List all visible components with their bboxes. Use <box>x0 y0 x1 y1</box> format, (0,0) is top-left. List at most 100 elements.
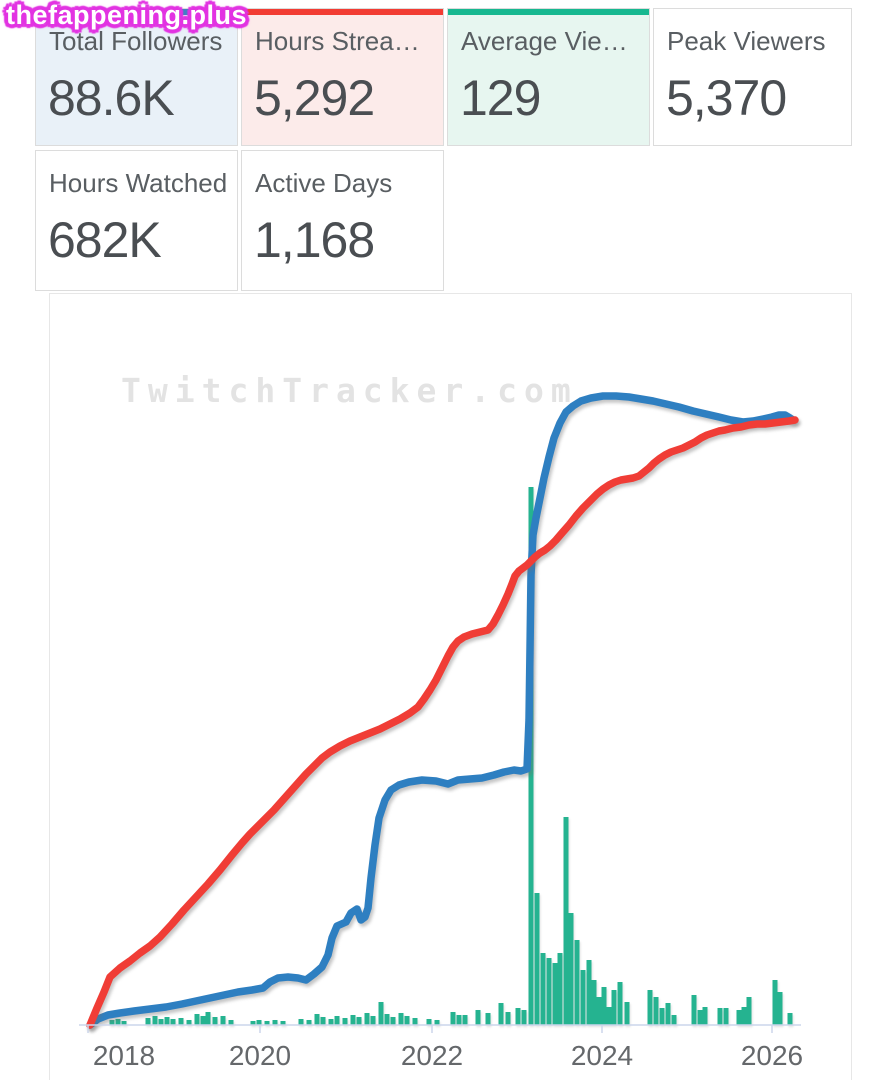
bar <box>378 1002 384 1025</box>
stat-card-hours-streamed[interactable]: Hours Stream… 5,292 <box>241 8 444 146</box>
bar <box>563 817 569 1025</box>
x-axis-label: 2020 <box>229 1040 291 1071</box>
bar <box>384 1014 390 1025</box>
bar <box>702 1007 708 1025</box>
bar <box>306 1020 312 1025</box>
bar <box>591 980 597 1025</box>
bar <box>200 1016 206 1025</box>
bar <box>121 1021 127 1025</box>
stat-value: 1,168 <box>254 212 375 268</box>
stat-card-total-followers[interactable]: Total Followers 88.6K <box>35 8 238 146</box>
bar <box>115 1019 121 1025</box>
bar <box>580 970 586 1025</box>
bar <box>250 1021 256 1025</box>
bar <box>606 1007 612 1025</box>
bar <box>390 1017 396 1025</box>
bar <box>540 953 546 1025</box>
bar <box>611 990 617 1025</box>
bar <box>314 1014 320 1025</box>
bar <box>164 1017 170 1025</box>
bar <box>746 997 752 1025</box>
bar <box>298 1019 304 1025</box>
card-accent-strip <box>448 9 649 15</box>
stat-card-active-days[interactable]: Active Days 1,168 <box>241 150 444 291</box>
bar <box>158 1019 164 1025</box>
card-accent-strip <box>36 9 237 15</box>
bar <box>320 1017 326 1025</box>
blue-line <box>86 392 797 1029</box>
bar <box>350 1015 356 1025</box>
x-axis-label: 2024 <box>571 1040 633 1071</box>
stat-value: 682K <box>48 212 162 268</box>
stat-value: 5,292 <box>254 70 375 126</box>
bar <box>653 997 659 1025</box>
bar <box>521 1010 527 1025</box>
stat-card-peak-viewers[interactable]: Peak Viewers 5,370 <box>653 8 852 146</box>
bar <box>256 1020 262 1025</box>
bar <box>342 1018 348 1025</box>
bar <box>434 1020 440 1025</box>
green-bars <box>109 487 793 1025</box>
x-axis-label: 2018 <box>93 1040 155 1071</box>
bar <box>364 1013 370 1025</box>
bar <box>574 940 580 1025</box>
bar <box>264 1021 270 1025</box>
bar <box>671 1015 677 1025</box>
bar <box>328 1019 334 1025</box>
bar <box>205 1012 211 1025</box>
bar <box>178 1018 184 1025</box>
bar <box>272 1020 278 1025</box>
site-watermark: thefappening.plus <box>6 0 247 30</box>
red-line <box>86 416 799 1029</box>
bar <box>212 1017 218 1025</box>
bar <box>109 1020 115 1025</box>
stat-card-average-viewers[interactable]: Average View… 129 <box>447 8 650 146</box>
bar <box>557 953 563 1025</box>
bar <box>596 997 602 1025</box>
stat-value: 5,370 <box>666 70 787 126</box>
x-axis-label: 2022 <box>401 1040 463 1071</box>
bar <box>194 1014 200 1025</box>
bar <box>723 1008 729 1025</box>
bar <box>534 893 540 1025</box>
bar <box>546 958 552 1025</box>
bar <box>505 1012 511 1025</box>
bar <box>412 1018 418 1025</box>
bar <box>691 995 697 1025</box>
bar <box>697 1010 703 1025</box>
bar <box>515 1008 521 1025</box>
bar <box>717 1008 723 1025</box>
bar <box>170 1019 176 1025</box>
bar <box>404 1016 410 1025</box>
bar <box>462 1015 468 1025</box>
bar <box>498 1003 504 1025</box>
bar <box>220 1016 226 1025</box>
bar <box>456 1015 462 1025</box>
bar <box>450 1012 456 1025</box>
bar <box>280 1021 286 1025</box>
bar <box>152 1016 158 1025</box>
bar <box>586 960 592 1025</box>
bar <box>475 1010 481 1025</box>
bar <box>741 1007 747 1025</box>
stat-value: 129 <box>460 70 541 126</box>
stat-card-hours-watched[interactable]: Hours Watched 682K <box>35 150 238 291</box>
x-axis-label: 2026 <box>741 1040 803 1071</box>
bar <box>552 963 558 1025</box>
bar <box>228 1020 234 1025</box>
bar <box>568 913 574 1025</box>
bar <box>601 987 607 1025</box>
chart-panel <box>49 293 852 1080</box>
bar <box>356 1017 362 1025</box>
bar <box>485 1013 491 1025</box>
bar <box>145 1018 151 1025</box>
bar <box>736 1010 742 1025</box>
bar <box>617 982 623 1025</box>
bar <box>624 1002 630 1025</box>
bar <box>426 1019 432 1025</box>
bar <box>772 980 778 1025</box>
bar <box>334 1016 340 1025</box>
stat-value: 88.6K <box>48 70 175 126</box>
twitchtracker-watermark: TwitchTracker.com <box>121 371 578 410</box>
